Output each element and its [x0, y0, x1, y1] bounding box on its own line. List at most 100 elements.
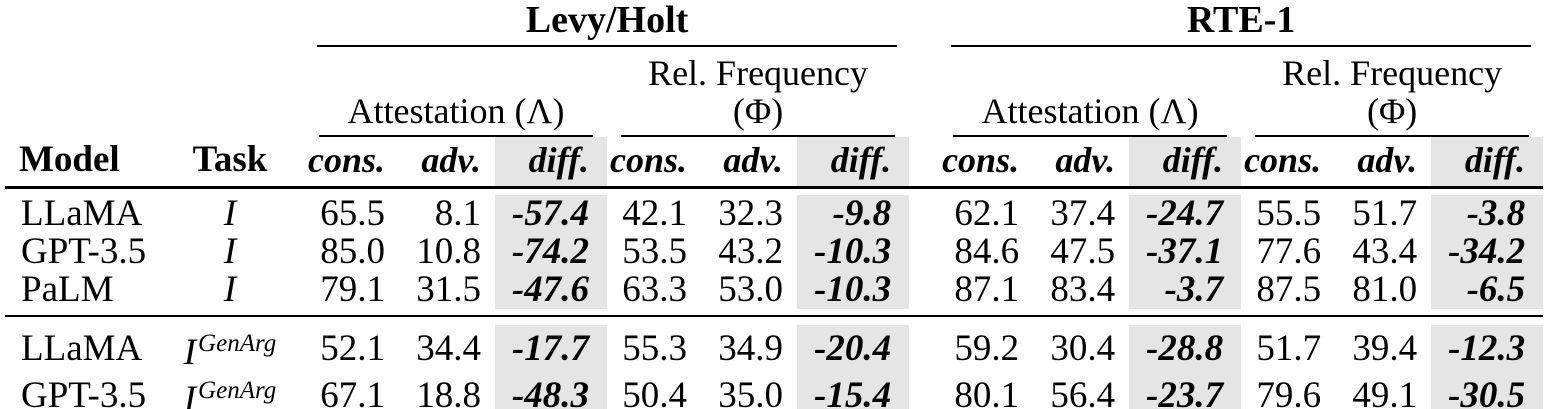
cons-value-cell: 53.5	[622, 231, 687, 272]
cons-value-cell: 51.7	[1256, 327, 1322, 369]
adv-value-cell: 83.4	[1050, 269, 1116, 310]
table-header: Levy/Holt RTE-1 Attestation (Λ) Rel. Fre…	[5, 0, 1544, 189]
column-header-adv: adv.	[399, 137, 495, 189]
task-cell: I	[223, 231, 237, 272]
table-row: LLaMA I 65.5 8.1 -57.4 42.1 32.3 -9.8 62.1 37.4 -2…	[5, 193, 1544, 234]
model-cell: GPT-3.5	[21, 231, 147, 272]
table-row: LLaMA IGenArg 52.1 34.4 -17.7 55.3 34.9 -20.4 59…	[5, 325, 1544, 372]
column-spacer	[909, 233, 939, 271]
adv-value-cell: 39.4	[1352, 327, 1418, 369]
model-cell: LLaMA	[21, 327, 143, 369]
task-cell: I	[223, 193, 237, 234]
column-header-adv: adv.	[701, 137, 797, 189]
header-empty-corner	[5, 47, 305, 137]
diff-value-cell: -37.1	[1129, 233, 1242, 271]
dataset-header-row: Levy/Holt RTE-1	[5, 0, 1543, 47]
header-empty-corner	[5, 0, 305, 47]
column-header-diff: diff.	[1129, 137, 1242, 189]
cons-value-cell: 55.3	[622, 327, 687, 369]
diff-value-cell: -3.7	[1129, 271, 1242, 309]
metric-label: Rel. Frequency (Φ)	[1255, 54, 1530, 137]
adv-value-cell: 43.4	[1352, 231, 1418, 272]
task-cell: IGenArg	[183, 377, 277, 409]
adv-value-cell: 81.0	[1352, 269, 1418, 310]
adv-value-cell: 18.8	[416, 374, 481, 409]
cons-value-cell: 77.6	[1256, 231, 1322, 272]
diff-value-cell: -9.8	[797, 195, 910, 233]
adv-value-cell: 53.0	[718, 269, 783, 310]
cons-value-cell: 62.1	[954, 193, 1020, 234]
cons-value-cell: 55.5	[1256, 193, 1322, 234]
dataset-label: Levy/Holt	[317, 0, 898, 47]
diff-value-cell: -24.7	[1129, 195, 1242, 233]
column-spacer	[909, 271, 939, 309]
model-cell: LLaMA	[21, 193, 143, 234]
column-header-cons: cons.	[939, 137, 1034, 189]
column-header-row: Model Task cons. adv. diff. cons. adv. d…	[5, 137, 1544, 189]
gap-row	[5, 309, 1544, 316]
adv-value-cell: 49.1	[1352, 374, 1418, 409]
cons-value-cell: 59.2	[954, 327, 1020, 369]
column-header-cons: cons.	[305, 137, 399, 189]
column-header-model: Model	[5, 137, 155, 189]
column-spacer	[909, 47, 939, 137]
dataset-header-levy-holt: Levy/Holt	[305, 0, 909, 47]
diff-value-cell: -12.3	[1431, 325, 1544, 372]
diff-value-cell: -10.3	[797, 233, 910, 271]
diff-value-cell: -34.2	[1431, 233, 1544, 271]
cons-value-cell: 87.1	[954, 269, 1020, 310]
cons-value-cell: 85.0	[320, 231, 385, 272]
column-header-adv: adv.	[1033, 137, 1130, 189]
adv-value-cell: 51.7	[1352, 193, 1418, 234]
diff-value-cell: -6.5	[1431, 271, 1544, 309]
cons-value-cell: 79.6	[1256, 374, 1322, 409]
results-table: Levy/Holt RTE-1 Attestation (Λ) Rel. Fre…	[5, 0, 1544, 409]
column-header-cons: cons.	[607, 137, 701, 189]
diff-value-cell: -48.3	[495, 372, 607, 409]
metric-header-rel-frequency: Rel. Frequency (Φ)	[607, 47, 909, 137]
block-separator-rule	[5, 315, 1544, 325]
table-row: PaLM I 79.1 31.5 -47.6 63.3 53.0 -10.3 87.1 83.4-…	[5, 269, 1544, 310]
table-body: LLaMA I 65.5 8.1 -57.4 42.1 32.3 -9.8 62.1 37.4 -2…	[5, 187, 1544, 409]
adv-value-cell: 35.0	[718, 374, 783, 409]
model-cell: PaLM	[21, 269, 114, 310]
adv-value-cell: 31.5	[416, 269, 481, 310]
adv-value-cell: 56.4	[1050, 374, 1116, 409]
column-spacer	[909, 325, 939, 372]
cons-value-cell: 67.1	[320, 374, 385, 409]
diff-value-cell: -47.6	[495, 271, 607, 309]
column-header-adv: adv.	[1335, 137, 1432, 189]
column-header-diff: diff.	[495, 137, 607, 189]
metric-label: Rel. Frequency (Φ)	[621, 54, 896, 137]
adv-value-cell: 32.3	[718, 193, 783, 234]
diff-value-cell: -30.5	[1431, 372, 1544, 409]
metric-header-attestation: Attestation (Λ)	[305, 47, 607, 137]
gap-row	[5, 309, 1544, 316]
cons-value-cell: 42.1	[622, 193, 687, 234]
cons-value-cell: 63.3	[622, 269, 687, 310]
adv-value-cell: 34.9	[718, 327, 783, 369]
column-header-cons: cons.	[1241, 137, 1336, 189]
cons-value-cell: 80.1	[954, 374, 1020, 409]
cons-value-cell: 79.1	[320, 269, 385, 310]
metric-label: Attestation (Λ)	[319, 92, 593, 137]
cons-value-cell: 65.5	[320, 193, 385, 234]
adv-value-cell: 10.8	[416, 231, 481, 272]
metric-header-row: Attestation (Λ) Rel. Frequency (Φ) Attes…	[5, 47, 1543, 137]
cons-value-cell: 50.4	[622, 374, 687, 409]
gap-row	[5, 187, 1544, 195]
diff-value-cell: -15.4	[797, 372, 910, 409]
adv-value-cell: 34.4	[416, 327, 481, 369]
cons-value-cell: 52.1	[320, 327, 385, 369]
metric-header-attestation: Attestation (Λ)	[939, 47, 1241, 137]
dataset-header-rte-1: RTE-1	[939, 0, 1543, 47]
adv-value-cell: 43.2	[718, 231, 783, 272]
diff-value-cell: -57.4	[495, 195, 607, 233]
adv-value-cell: 30.4	[1050, 327, 1116, 369]
column-header-diff: diff.	[797, 137, 910, 189]
diff-value-cell: -17.7	[495, 325, 607, 372]
table-row: GPT-3.5 I 85.0 10.8 -74.2 53.5 43.2 -10.3 84.6 47…	[5, 231, 1544, 272]
metric-header-rel-frequency: Rel. Frequency (Φ)	[1241, 47, 1543, 137]
diff-value-cell: -20.4	[797, 325, 910, 372]
column-header-task: Task	[155, 137, 305, 189]
